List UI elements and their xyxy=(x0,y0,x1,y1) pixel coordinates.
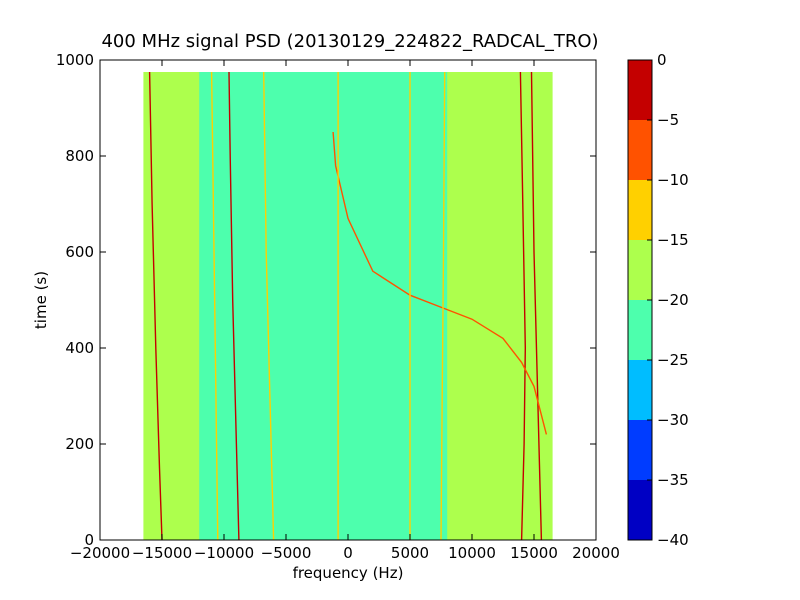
colorbar-tick-label: −5 xyxy=(657,111,679,129)
y-axis-label: time (s) xyxy=(32,271,50,329)
colorbar-tick-label: −20 xyxy=(657,291,689,309)
heatmap-signal-trace-7 xyxy=(210,71,219,541)
colorbar-tick-label: −30 xyxy=(657,411,689,429)
x-tick-label: 15000 xyxy=(510,544,558,562)
chart-title: 400 MHz signal PSD (20130129_224822_RADC… xyxy=(101,31,598,52)
colorbar-segment xyxy=(628,480,652,540)
colorbar-tick-label: −15 xyxy=(657,231,689,249)
y-tick-label: 800 xyxy=(65,147,94,165)
heatmap-signal-trace-3 xyxy=(519,71,527,541)
x-tick-label: 20000 xyxy=(572,544,620,562)
heatmap-signal-trace-1 xyxy=(148,71,163,541)
x-tick-label: −10000 xyxy=(194,544,254,562)
x-tick-label: 0 xyxy=(343,544,353,562)
heatmap-inner-band xyxy=(199,72,448,540)
colorbar-tick-label: −35 xyxy=(657,471,689,489)
colorbar-segment xyxy=(628,60,652,120)
heatmap-signal-trace-6 xyxy=(263,71,275,541)
x-tick-label: 10000 xyxy=(448,544,496,562)
x-axis-label: frequency (Hz) xyxy=(293,564,404,582)
colorbar-tick-label: −25 xyxy=(657,351,689,369)
colorbar-segment xyxy=(628,420,652,480)
x-tick-label: −20000 xyxy=(70,544,130,562)
heatmap-signal-trace-4 xyxy=(530,71,543,541)
y-axis: 0 200 400 600 800 1000 xyxy=(56,51,596,549)
colorbar-tick-label: −10 xyxy=(657,171,689,189)
y-tick-label: 0 xyxy=(84,531,94,549)
heatmap-signal-trace-8 xyxy=(440,71,446,541)
plot-area xyxy=(99,59,597,541)
y-tick-label: 200 xyxy=(65,435,94,453)
heatmap-signal-trace-5 xyxy=(332,131,548,435)
colorbar-segment xyxy=(628,360,652,420)
y-tick-label: 600 xyxy=(65,243,94,261)
colorbar-segment xyxy=(628,300,652,360)
colorbar-tick-label: 0 xyxy=(657,51,667,69)
x-tick-label: −5000 xyxy=(261,544,312,562)
colorbar-segment xyxy=(628,120,652,180)
x-tick-label: 5000 xyxy=(391,544,429,562)
x-tick-label: −15000 xyxy=(132,544,192,562)
colorbar: −40 −35 −30 −25 −20 −15 −10 −5 0 xyxy=(627,51,689,549)
colorbar-segment xyxy=(628,180,652,240)
colorbar-segment xyxy=(628,240,652,300)
heatmap-signal-trace-2 xyxy=(228,71,240,541)
colorbar-tick-label: −40 xyxy=(657,531,689,549)
y-tick-label: 400 xyxy=(65,339,94,357)
y-tick-label: 1000 xyxy=(56,51,94,69)
heatmap xyxy=(143,71,553,541)
x-axis: −20000 −15000 −10000 −5000 0 5000 10000 15000 20… xyxy=(70,60,620,562)
